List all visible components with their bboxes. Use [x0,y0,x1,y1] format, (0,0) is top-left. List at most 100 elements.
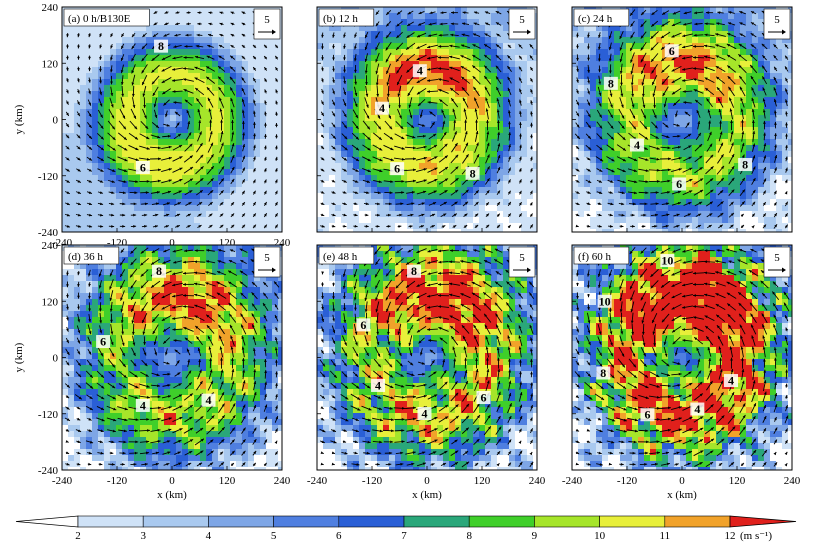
wind-vector-head [422,134,426,138]
wind-vector-head [152,92,156,96]
wind-vector-head [633,169,637,172]
wind-vector-head [412,135,416,139]
wind-vector-head [332,45,335,49]
wind-vector-head [486,142,490,146]
wind-vector-head [774,66,777,70]
wind-vector-head [530,461,534,466]
wind-vector-head [399,115,402,119]
reference-vector: 5 [763,8,791,40]
wind-vector-head [367,418,371,422]
wind-vector-head [241,324,244,328]
wind-vector-head [189,416,193,420]
wind-vector-head [495,281,499,285]
wind-vector-head [455,450,459,454]
wind-vector-head [133,213,137,217]
wind-vector-head [264,100,267,104]
wind-vector-head [587,213,591,217]
wind-vector-head [530,67,534,71]
wind-vector-head [630,47,633,52]
wind-vector-head [609,320,613,324]
wind-vector-head [209,131,213,135]
wind-vector-head [343,319,347,323]
wind-vector-head [598,331,602,335]
wind-vector-head [88,341,92,345]
wind-vector-head [167,440,171,443]
wind-vector-head [728,11,732,14]
wind-vector-head [124,147,128,151]
wind-vector-head [651,23,655,27]
wind-vector-head [693,271,696,275]
wind-vector-head [242,404,246,408]
wind-vector-head [683,101,687,104]
wind-vector-head [608,35,612,39]
wind-vector-head [507,87,511,92]
wind-vector-head [99,320,103,324]
wind-vector-head [157,417,161,421]
wind-vector-head [729,346,733,350]
wind-vector-head [274,179,278,183]
wind-vector-head [77,45,80,49]
wind-vector-head [660,35,665,39]
x-axis-label: x (km) [667,489,697,501]
wind-vector-head [438,56,441,59]
wind-vector-head [374,251,378,255]
wind-vector-head [120,309,124,313]
wind-vector-head [198,202,203,205]
wind-vector-head [253,358,256,362]
wind-vector-head [587,135,591,139]
wind-vector-head [529,145,533,149]
wind-vector-head [172,283,176,287]
wind-vector-head [455,392,459,396]
wind-vector-head [475,201,479,205]
wind-vector-head [343,307,346,311]
wind-vector-head [406,284,410,288]
wind-vector-head [697,225,702,228]
wind-vector-head [131,58,135,62]
wind-vector-head [253,121,256,125]
wind-vector-head [406,58,410,62]
wind-vector-head [173,339,177,342]
wind-vector-head [252,324,255,328]
wind-vector-head [77,34,81,38]
wind-vector-head [657,417,660,421]
wind-vector-head [709,462,714,465]
wind-vector-head [332,351,336,355]
wind-vector-head [133,225,137,228]
wind-vector-head [741,154,745,158]
wind-vector-head [396,46,400,50]
wind-vector-head [122,115,126,119]
wind-vector-head [378,451,382,455]
wind-vector-head [242,450,246,454]
wind-vector-head [632,202,636,206]
wind-vector-head [123,440,127,444]
wind-vector-head [530,428,533,432]
wind-vector-head [77,340,80,344]
wind-vector-head [597,273,601,277]
wind-vector-head [397,319,400,323]
wind-vector-head [242,155,245,159]
wind-vector-head [630,286,633,290]
wind-vector-head [619,71,623,75]
wind-vector-head [730,357,733,361]
wind-vector-head [231,213,235,217]
wind-vector-head [762,98,766,102]
wind-vector-head [486,462,490,466]
wind-vector-head [322,363,325,367]
wind-vector-head [623,418,627,422]
wind-vector-head [242,439,246,443]
wind-vector-head [88,202,93,206]
wind-vector-head [576,362,580,366]
wind-vector-head [687,133,691,137]
wind-vector-head [112,158,116,162]
wind-vector-head [442,359,446,363]
wind-vector-head [399,213,403,217]
wind-vector-head [220,190,224,194]
wind-vector-head [508,380,512,384]
wind-vector-head [153,341,157,345]
wind-vector-head [422,372,426,376]
wind-vector-head [417,102,421,106]
wind-vector-head [476,427,480,431]
wind-vector-head [364,309,368,313]
wind-vector-head [460,260,464,263]
